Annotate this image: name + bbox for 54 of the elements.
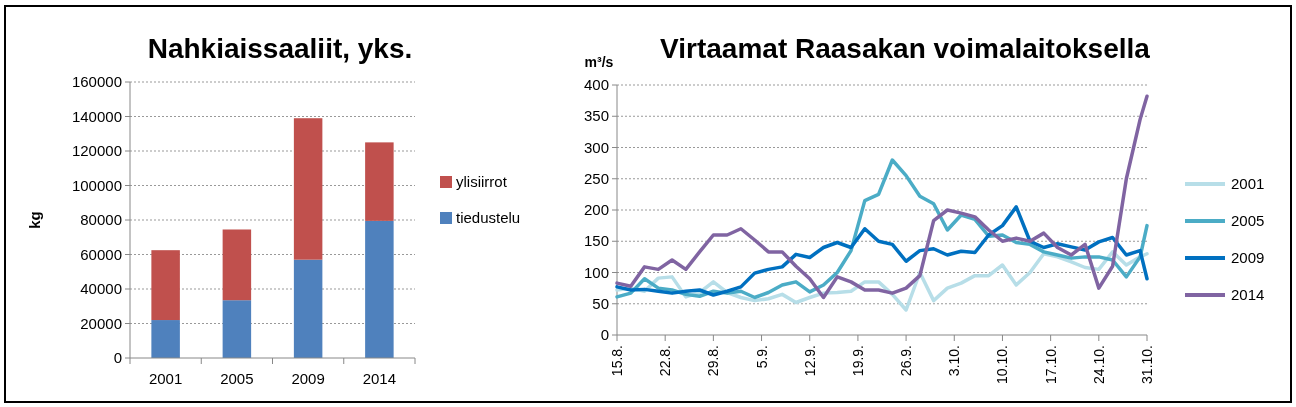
legend-label: ylisiirrot [456,173,508,190]
legend-label: tiedustelu [456,209,521,226]
x-tick-label: 2001 [148,370,183,387]
y-tick-label: 150 [583,232,609,250]
chart-title: Virtaamat Raasakan voimalaitoksella [660,33,1151,64]
chart-title: Nahkiaissaaliit, yks. [147,33,413,64]
y-tick-label: 40000 [80,280,122,297]
bar [151,320,180,358]
x-tick-label: 2005 [220,370,254,387]
legend-label: 2001 [1231,175,1265,192]
y-tick-label: 80000 [80,211,122,228]
line-series [615,205,1149,297]
bar [365,142,394,221]
bar [365,220,394,358]
y-tick-label: 250 [583,169,609,187]
x-tick-label: 17.10. [1042,345,1059,384]
y-tick-label: 50 [592,294,609,312]
x-tick-label: 26.9. [898,345,915,377]
y-tick-label: 300 [583,138,609,156]
y-tick-label: 140000 [71,107,122,125]
y-tick-label: 200 [583,201,609,218]
bar [293,118,323,260]
y-tick-label: 350 [583,107,609,125]
x-tick-label: 19.9. [849,345,866,377]
bar [151,250,180,321]
x-tick-label: 31.10. [1139,345,1155,384]
x-tick-label: 2014 [362,370,397,387]
x-tick-label: 2009 [291,370,325,387]
x-tick-label: 29.8. [705,345,722,377]
x-tick-label: 10.10. [994,345,1011,384]
y-tick-label: 0 [113,349,122,366]
legend-label: 2005 [1231,212,1265,229]
y-tick-label: 100000 [71,176,122,194]
bar [293,259,323,358]
legend-label: 2014 [1231,286,1265,303]
y-tick-label: 20000 [80,314,122,332]
x-tick-label: 12.9. [801,345,818,377]
y-tick-label: 120000 [71,142,122,159]
line-series [615,94,1149,300]
legend-label: 2009 [1231,249,1265,266]
x-tick-label: 22.8. [657,345,674,377]
bar [222,300,252,358]
x-tick-label: 5.9. [753,345,770,369]
x-tick-label: 24.10. [1090,345,1107,384]
y-tick-label: 400 [583,76,609,93]
y-axis-title: kg [26,211,43,229]
bar [222,229,252,301]
y-tick-label: 0 [600,326,609,343]
y-axis-title: m³/s [584,54,614,70]
x-tick-label: 3.10. [946,345,963,377]
x-tick-label: 15.8. [609,345,625,377]
y-tick-label: 160000 [71,73,122,90]
y-tick-label: 60000 [80,245,122,263]
y-tick-label: 100 [583,263,609,281]
